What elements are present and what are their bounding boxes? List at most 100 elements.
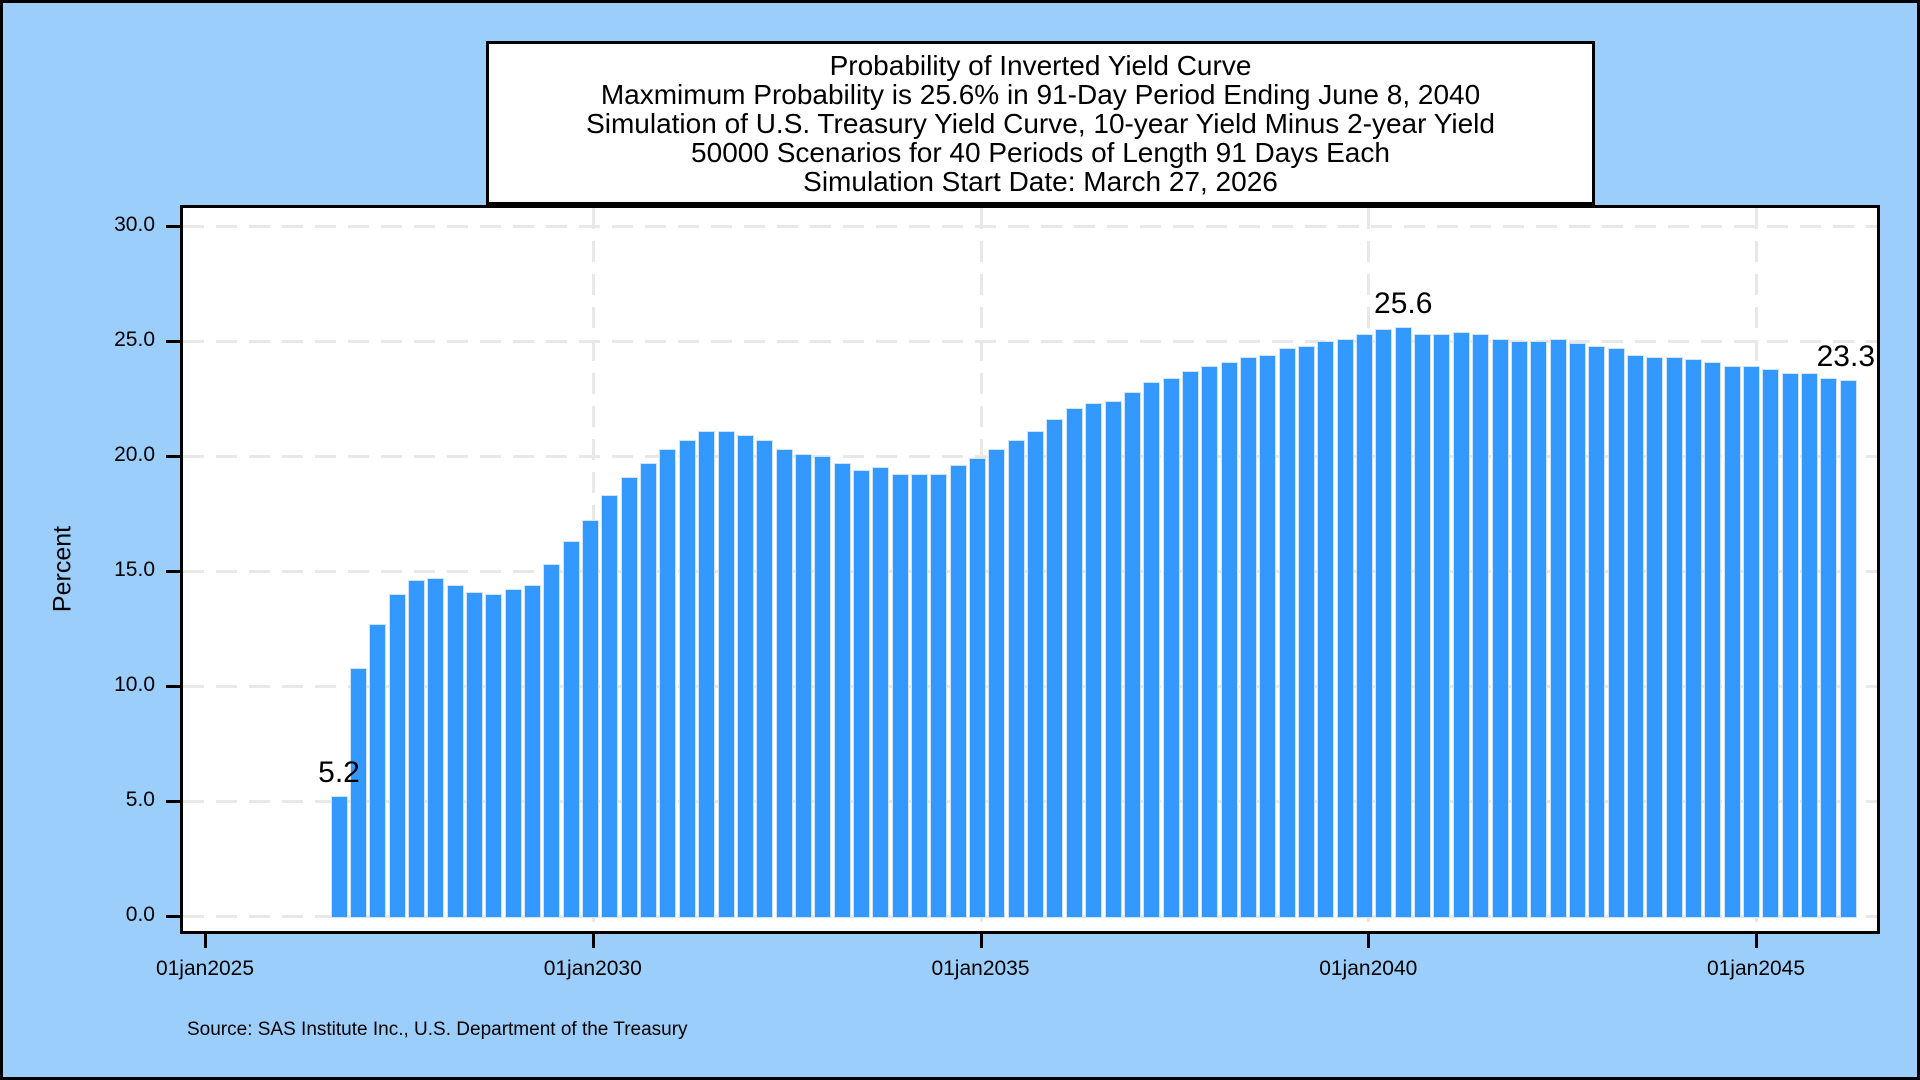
title-line-4: 50000 Scenarios for 40 Periods of Length… <box>691 137 1390 168</box>
title-line-3: Simulation of U.S. Treasury Yield Curve,… <box>586 108 1495 139</box>
bar-period-13 <box>562 541 580 918</box>
bar-period-8 <box>465 592 483 918</box>
bar-period-78 <box>1820 378 1838 918</box>
bar-period-32 <box>930 474 948 918</box>
y-tick-label-5.0: 5.0 <box>125 788 155 811</box>
bar-period-51 <box>1298 346 1315 918</box>
x-tick-label-01jan2035: 01jan2035 <box>931 957 1030 980</box>
bar-period-4 <box>388 594 406 918</box>
title-line-5: Simulation Start Date: March 27, 2026 <box>803 166 1278 197</box>
bar-period-17 <box>640 463 658 918</box>
bar-period-64 <box>1549 339 1567 918</box>
bar-period-68 <box>1626 355 1644 918</box>
bar-period-48 <box>1239 357 1257 918</box>
bar-period-47 <box>1220 362 1238 918</box>
bar-period-66 <box>1588 346 1606 918</box>
bar-period-16 <box>620 477 638 918</box>
bar-period-25 <box>794 454 812 918</box>
bar-period-71 <box>1685 359 1702 918</box>
bar-period-74 <box>1743 366 1761 918</box>
x-tick-label-01jan2045: 01jan2045 <box>1706 957 1806 980</box>
bar-period-46 <box>1201 366 1219 918</box>
title-line-2: Maxmimum Probability is 25.6% in 91-Day … <box>600 79 1481 110</box>
bar-period-57 <box>1414 334 1432 918</box>
bar-period-43 <box>1143 382 1161 918</box>
bar-period-41 <box>1104 401 1122 918</box>
x-tick-01jan2030 <box>591 934 595 948</box>
bar-period-10 <box>504 589 522 918</box>
x-tick-01jan2045 <box>1755 934 1758 948</box>
h-gridline-25.0 <box>183 340 1877 343</box>
y-tick-30.0 <box>166 225 180 228</box>
bar-period-20 <box>698 431 716 918</box>
bar-period-56 <box>1394 327 1412 918</box>
bar-period-30 <box>891 474 909 918</box>
bar-period-65 <box>1568 343 1586 918</box>
bar-period-55 <box>1375 329 1393 918</box>
bar-period-67 <box>1607 348 1625 918</box>
bar-period-44 <box>1162 378 1180 918</box>
h-gridline-30.0 <box>183 225 1877 228</box>
bar-period-62 <box>1510 341 1528 918</box>
bar-period-22 <box>736 435 754 918</box>
y-tick-20.0 <box>166 455 180 458</box>
bar-period-1 <box>330 796 348 918</box>
bar-period-3 <box>369 624 387 918</box>
bar-period-38 <box>1046 419 1064 918</box>
bar-period-36 <box>1007 440 1025 918</box>
bar-period-27 <box>833 463 851 918</box>
bar-period-59 <box>1452 332 1470 918</box>
y-tick-label-30.0: 30.0 <box>114 213 155 236</box>
bar-period-52 <box>1317 341 1335 918</box>
chart-title-box: Probability of Inverted Yield Curve Maxm… <box>486 41 1595 205</box>
bar-period-77 <box>1801 373 1819 918</box>
plot-area: 5.2 25.6 23.3 <box>180 205 1880 934</box>
bar-period-37 <box>1027 431 1045 918</box>
bar-period-6 <box>427 578 445 918</box>
bar-period-40 <box>1085 403 1103 918</box>
bar-period-42 <box>1123 392 1141 918</box>
x-tick-label-01jan2025: 01jan2025 <box>155 957 255 980</box>
bar-period-73 <box>1723 366 1741 918</box>
y-tick-10.0 <box>166 685 180 688</box>
bar-period-24 <box>775 449 793 918</box>
bar-period-61 <box>1491 339 1509 918</box>
y-tick-label-20.0: 20.0 <box>114 443 155 466</box>
y-tick-label-10.0: 10.0 <box>114 673 155 696</box>
bar-period-33 <box>949 465 967 918</box>
y-tick-25.0 <box>166 340 180 343</box>
bar-period-23 <box>756 440 774 918</box>
bar-period-21 <box>717 431 735 918</box>
bar-period-19 <box>678 440 696 918</box>
bar-period-58 <box>1433 334 1451 918</box>
y-tick-0.0 <box>166 915 180 918</box>
y-tick-5.0 <box>166 800 180 803</box>
bar-period-14 <box>582 520 600 918</box>
x-tick-01jan2025 <box>204 934 207 948</box>
bar-period-9 <box>485 594 503 918</box>
bar-period-79 <box>1839 380 1857 918</box>
bar-period-31 <box>911 474 928 918</box>
x-tick-label-01jan2030: 01jan2030 <box>543 957 642 980</box>
bar-period-70 <box>1665 357 1683 918</box>
data-label-5.2: 5.2 <box>318 756 360 789</box>
y-tick-label-15.0: 15.0 <box>114 558 155 581</box>
bar-period-75 <box>1762 369 1780 918</box>
y-tick-label-25.0: 25.0 <box>114 328 155 351</box>
bar-period-26 <box>814 456 832 918</box>
y-tick-15.0 <box>166 570 180 573</box>
x-tick-label-01jan2040: 01jan2040 <box>1319 957 1418 980</box>
bar-period-76 <box>1781 373 1799 918</box>
bar-period-12 <box>543 564 561 918</box>
bar-period-28 <box>852 470 870 918</box>
bar-period-60 <box>1472 334 1490 918</box>
bar-period-34 <box>969 458 987 918</box>
data-label-23.3: 23.3 <box>1816 340 1875 373</box>
bar-period-35 <box>988 449 1006 918</box>
data-label-25.6: 25.6 <box>1374 287 1433 320</box>
bar-period-53 <box>1336 339 1354 918</box>
bar-period-54 <box>1356 334 1374 918</box>
bar-period-18 <box>659 449 677 918</box>
bar-period-7 <box>446 585 464 918</box>
